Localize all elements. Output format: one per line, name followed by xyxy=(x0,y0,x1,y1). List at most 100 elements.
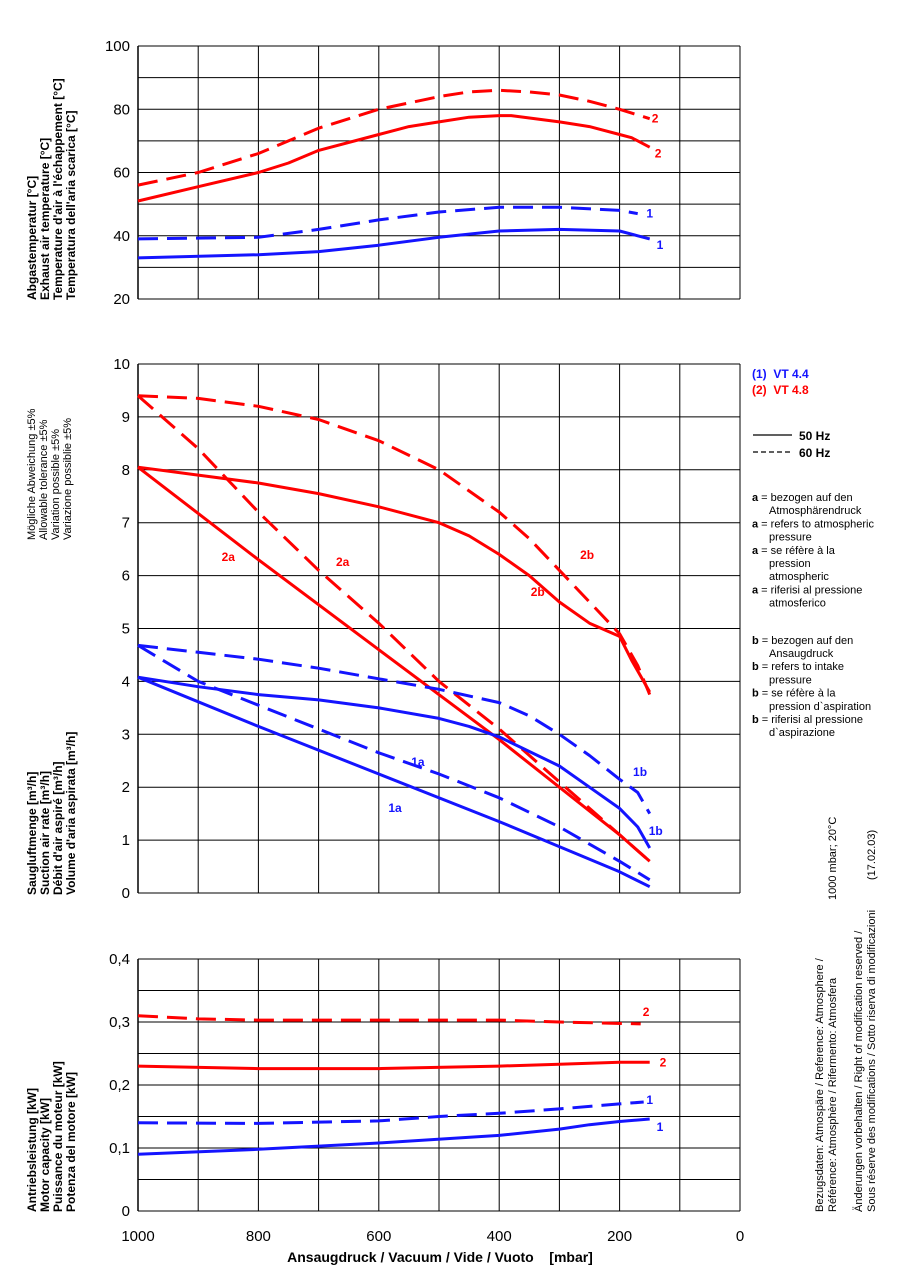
ylabel-line: Exhaust air temperature [°C] xyxy=(38,138,52,300)
reference-line-1: Bezugsdaten: Atmospäre / Reference: Atmo… xyxy=(814,957,826,1212)
legend-note-line: pressure xyxy=(769,532,812,544)
note-text: = riferisi al pressione xyxy=(759,714,863,726)
x-tick-label: 200 xyxy=(607,1228,632,1245)
series-line-VT48-50Hz-2a xyxy=(137,466,651,863)
series-line-VT44-50Hz xyxy=(137,227,651,260)
ylabel-line: Antriebsleistung [kW] xyxy=(25,1088,39,1212)
curve-label: 2 xyxy=(643,1005,650,1019)
legend-model-2: (2) VT 4.8 xyxy=(752,383,809,397)
note-text: = bezogen auf den xyxy=(758,492,853,504)
ylabel-line: Abgastemperatur [°C] xyxy=(25,176,39,300)
ylabel-line: Temperatura dell'aria scarica [°C] xyxy=(64,110,78,300)
y-tick-label: 3 xyxy=(122,726,130,743)
series-line-VT44-50Hz xyxy=(137,1117,650,1156)
y-tick-label: 0,2 xyxy=(109,1077,130,1094)
legend-note-line: b = riferisi al pressione xyxy=(752,714,863,726)
power-ylabel: Antriebsleistung [kW] Motor capacity [kW… xyxy=(25,1061,78,1212)
reference-conditions: 1000 mbar; 20°C xyxy=(827,817,839,900)
curve-label: 1a xyxy=(388,801,402,815)
note-key: b xyxy=(752,661,759,673)
legend-60hz: 60 Hz xyxy=(799,446,830,460)
y-tick-label: 20 xyxy=(113,291,130,308)
modification-line-1: Änderungen vorbehalten / Right of modifi… xyxy=(853,930,865,1212)
legend-note-line: Atmosphärendruck xyxy=(769,505,862,517)
airflow-ylabel: Saugluftmenge [m³/h] Suction air rate [m… xyxy=(25,732,78,895)
x-tick-label: 400 xyxy=(487,1228,512,1245)
ylabel-line: Saugluftmenge [m³/h] xyxy=(25,772,39,895)
curve-label: 2 xyxy=(652,112,659,126)
temperature-ylabel: Abgastemperatur [°C] Exhaust air tempera… xyxy=(25,78,78,300)
note-key: b xyxy=(752,714,759,726)
y-tick-label: 9 xyxy=(122,409,130,426)
ylabel-line: Puissance du moteur [kW] xyxy=(51,1061,65,1212)
ylabel-line: Motor capacity [kW] xyxy=(38,1098,52,1212)
x-tick-label: 0 xyxy=(736,1228,744,1245)
series-line-VT44-60Hz-1a xyxy=(137,644,651,882)
modification-line-2: Sous réserve des modifications / Sotto r… xyxy=(866,910,878,1212)
curve-label: 2a xyxy=(222,550,236,564)
legend-50hz: 50 Hz xyxy=(799,429,830,443)
note-text: = se réfère à la xyxy=(758,545,836,557)
curve-label: 1b xyxy=(649,824,663,838)
series-line-VT44-50Hz-1a xyxy=(137,675,651,889)
panel-3: 0,4 0,3 0,2 0,1 0 2 2 11 xyxy=(109,951,741,1220)
series-line-VT48-50Hz xyxy=(137,114,651,203)
curve-label: 1 xyxy=(657,238,664,252)
legend-note-line: a = se réfère à la xyxy=(752,545,836,557)
legend-model-1: (1) VT 4.4 xyxy=(752,367,809,381)
y-tick-label: 4 xyxy=(122,673,130,690)
y-tick-label: 0,4 xyxy=(109,951,130,968)
y-tick-label: 0 xyxy=(122,1203,130,1220)
legend-note-line: d`aspirazione xyxy=(769,727,835,739)
side-notes: Bezugsdaten: Atmospäre / Reference: Atmo… xyxy=(814,817,878,1212)
legend-note-line: a = refers to atmospheric xyxy=(752,518,874,530)
y-tick-label: 60 xyxy=(113,165,130,182)
note-text: = bezogen auf den xyxy=(759,635,854,647)
series-line-VT44-50Hz-1b xyxy=(137,675,652,849)
legend-note-line: atmosferico xyxy=(769,598,826,610)
y-tick-label: 0,3 xyxy=(109,1014,130,1031)
ylabel-line: Suction air rate [m³/h] xyxy=(38,771,52,895)
legend-note-line: pressure xyxy=(769,674,812,686)
note-key: a xyxy=(752,518,759,530)
tolerance-note: Mögliche Abweichung ±5% Allowable tolera… xyxy=(26,408,74,540)
legend-note-line: a = riferisi al pressione xyxy=(752,584,862,596)
curve-label: 1a xyxy=(411,755,425,769)
y-tick-label: 10 xyxy=(113,356,130,373)
curve-label: 1 xyxy=(657,1120,664,1134)
y-tick-label: 2 xyxy=(122,779,130,796)
legend-note-line: a = bezogen auf den xyxy=(752,492,853,504)
note-text: = refers to intake xyxy=(759,661,844,673)
legend: (1) VT 4.4 (2) VT 4.8 50 Hz 60 Hz a = be… xyxy=(752,367,874,739)
series-line-VT48-60Hz xyxy=(137,1014,641,1026)
curve-label: 2 xyxy=(660,1055,667,1069)
y-tick-label: 1 xyxy=(122,832,130,849)
series-line-VT48-60Hz-2a xyxy=(137,394,651,863)
curve-label: 2b xyxy=(531,585,545,599)
ylabel-line: Débit d'air aspiré [m³/h] xyxy=(51,761,65,895)
note-key: a xyxy=(752,545,759,557)
reference-line-2: Référence: Atmosphère / Rifermento: Atmo… xyxy=(827,977,839,1212)
x-axis-label: Ansaugdruck / Vacuum / Vide / Vuoto [mba… xyxy=(287,1249,593,1265)
legend-note-line: Ansaugdruck xyxy=(769,648,834,660)
series-line-VT48-60Hz xyxy=(137,88,651,187)
curve-label: 1 xyxy=(646,1093,653,1107)
curve-label: 1 xyxy=(646,207,653,221)
note-key: a xyxy=(752,584,759,596)
curve-label: 2b xyxy=(580,548,594,562)
curve-label: 2a xyxy=(336,555,350,569)
series-line-VT48-60Hz-2b xyxy=(137,394,652,696)
y-tick-label: 5 xyxy=(122,621,130,638)
series-line-VT44-60Hz-1b xyxy=(137,643,652,815)
y-tick-label: 40 xyxy=(113,228,130,245)
note-text: = riferisi al pressione xyxy=(758,584,862,596)
x-tick-label: 1000 xyxy=(121,1228,154,1245)
legend-note-line: pression xyxy=(769,558,811,570)
y-tick-label: 0,1 xyxy=(109,1140,130,1157)
tolerance-line: Allowable tolerance ±5% xyxy=(38,419,50,540)
ylabel-line: Potenza del motore [kW] xyxy=(64,1072,78,1212)
legend-note-line: b = bezogen auf den xyxy=(752,635,853,647)
y-tick-label: 0 xyxy=(122,885,130,902)
